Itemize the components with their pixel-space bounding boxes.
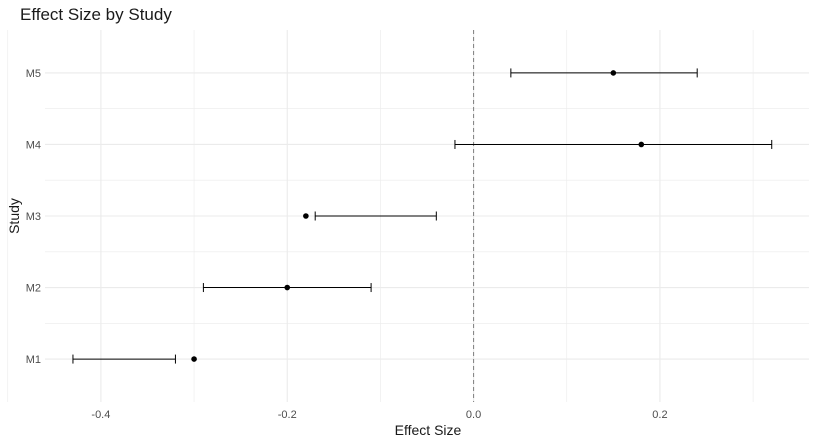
x-tick-label: 0.2 <box>652 409 667 421</box>
ci-M3 <box>314 211 437 221</box>
y-tick-label: M1 <box>26 354 41 366</box>
ci-M1 <box>72 354 176 364</box>
estimate-point-M4 <box>638 141 645 148</box>
grid <box>7 30 809 402</box>
chart-title: Effect Size by Study <box>20 5 172 24</box>
ci-M5 <box>510 68 698 78</box>
y-tick-label: M3 <box>26 211 41 223</box>
confidence-intervals <box>72 68 773 364</box>
estimate-point-M2 <box>284 284 291 291</box>
ci-M4 <box>454 139 773 149</box>
estimate-point-M3 <box>303 213 309 219</box>
y-tick-labels: M1 M2 M3 M4 M5 <box>26 68 41 366</box>
estimate-point-M5 <box>610 70 617 76</box>
x-axis-title: Effect Size <box>395 422 462 438</box>
estimate-points <box>191 70 645 362</box>
x-tick-label: -0.4 <box>91 409 110 421</box>
x-tick-labels: -0.4 -0.2 0.0 0.2 <box>91 409 667 421</box>
y-tick-label: M2 <box>26 283 41 295</box>
estimate-point-M1 <box>191 356 197 362</box>
y-axis-title: Study <box>6 198 22 234</box>
y-tick-label: M4 <box>26 139 41 151</box>
x-tick-label: -0.2 <box>278 409 297 421</box>
x-tick-label: 0.0 <box>466 409 481 421</box>
y-tick-label: M5 <box>26 68 41 80</box>
